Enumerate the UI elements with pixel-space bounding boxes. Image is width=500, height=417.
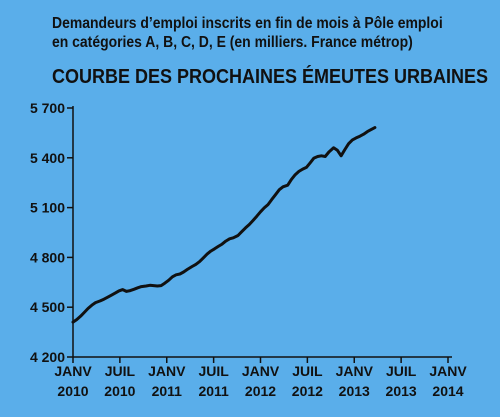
chart-title: COURBE DES PROCHAINES ÉMEUTES URBAINES: [52, 66, 489, 88]
y-tick-label: 4 200: [30, 349, 65, 365]
chart-subtitle: Demandeurs d’emploi inscrits en fin de m…: [52, 14, 448, 52]
axes: [72, 106, 452, 358]
x-tick-label-year: 2014: [432, 383, 463, 399]
x-tick-label-year: 2013: [386, 383, 417, 399]
x-tick-label-month: JANV: [336, 363, 374, 379]
x-tick-label-year: 2011: [198, 383, 229, 399]
x-tick-label-month: JANV: [429, 363, 467, 379]
x-tick-label-year: 2010: [57, 383, 88, 399]
series-line: [71, 126, 377, 324]
x-tick-label-year: 2013: [339, 383, 370, 399]
y-tick-label: 5 400: [30, 150, 65, 166]
x-axis-ticks: JANV 2010 JUIL 2010 JANV 2011 JUIL 2011 JANV 2012…: [54, 357, 467, 399]
subtitle-line-1: Demandeurs d’emploi inscrits en fin de m…: [52, 15, 443, 32]
x-tick-label-month: JUIL: [386, 363, 417, 379]
subtitle-line-2: en catégories A, B, C, D, E (en milliers…: [52, 34, 413, 51]
y-tick-label: 5 700: [30, 100, 65, 116]
x-tick-label-month: JUIL: [105, 363, 136, 379]
y-tick-label: 4 800: [30, 249, 65, 265]
y-tick-label: 5 100: [30, 200, 65, 216]
x-tick-label-month: JUIL: [292, 363, 323, 379]
x-tick-label-month: JANV: [148, 363, 186, 379]
x-tick-label-month: JANV: [242, 363, 280, 379]
y-tick-label: 4 500: [30, 299, 65, 315]
x-tick-label-year: 2012: [292, 383, 323, 399]
x-tick-label-month: JUIL: [198, 363, 229, 379]
x-tick-label-year: 2012: [245, 383, 276, 399]
x-tick-label-year: 2010: [104, 383, 135, 399]
y-axis-ticks: 4 200 4 500 4 800 5 100 5 400 5 700: [30, 100, 73, 365]
x-tick-label-year: 2011: [152, 383, 183, 399]
x-tick-label-month: JANV: [54, 363, 92, 379]
